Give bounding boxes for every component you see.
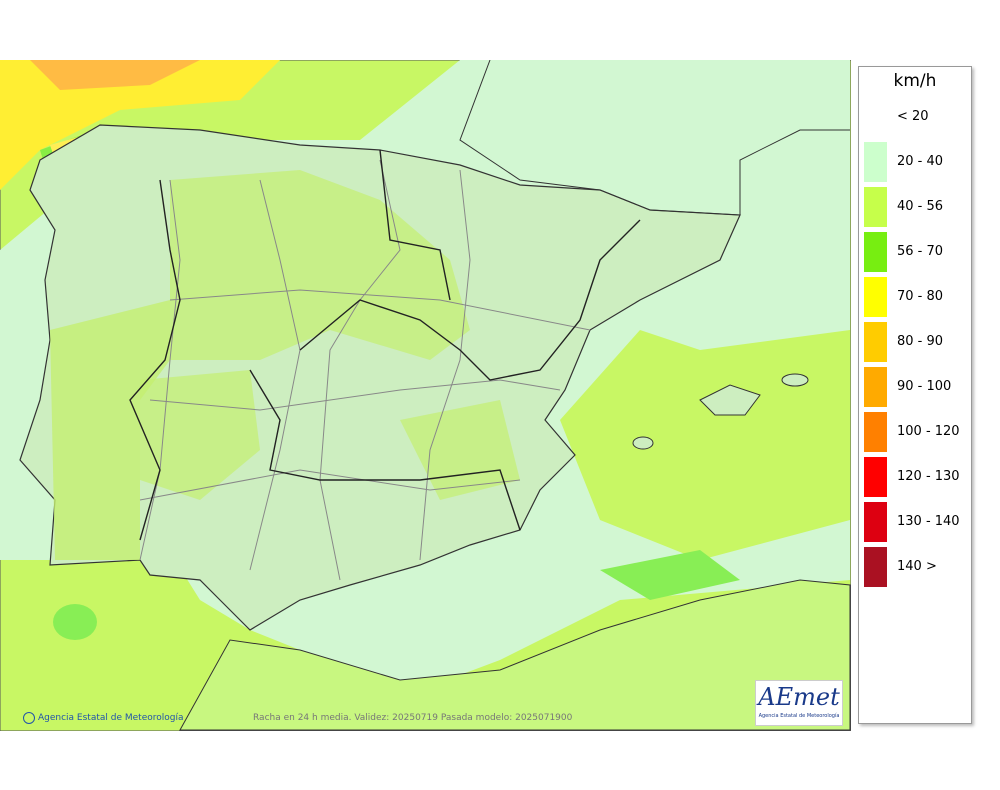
menorca xyxy=(781,373,809,387)
legend-label: 120 - 130 xyxy=(897,469,960,484)
mallorca xyxy=(699,384,761,416)
moderate-wind-area xyxy=(53,604,97,640)
copyright-icon xyxy=(23,712,35,724)
footer-agency: Agencia Estatal de Meteorología xyxy=(38,713,184,723)
border xyxy=(249,369,521,531)
legend-label: 140 > xyxy=(897,559,937,574)
legend: km/h < 20 20 - 40 40 - 56 56 - 70 70 - 80 80 … xyxy=(858,66,972,724)
wind-area xyxy=(170,170,470,360)
moderate-wind-area xyxy=(600,550,740,600)
border xyxy=(379,149,451,301)
legend-swatch xyxy=(864,232,887,272)
legend-label: < 20 xyxy=(897,109,929,124)
legend-item: 40 - 56 xyxy=(859,187,969,227)
border xyxy=(319,159,401,581)
legend-swatch xyxy=(864,142,887,182)
legend-swatch xyxy=(864,502,887,542)
border xyxy=(149,379,561,411)
legend-label: 90 - 100 xyxy=(897,379,952,394)
legend-item: 56 - 70 xyxy=(859,232,969,272)
legend-label: 56 - 70 xyxy=(897,244,944,259)
legend-item: 140 > xyxy=(859,547,969,587)
legend-swatch xyxy=(864,412,887,452)
legend-swatch xyxy=(864,367,887,407)
border xyxy=(129,179,181,541)
legend-swatch xyxy=(864,322,887,362)
legend-swatch xyxy=(864,547,887,587)
wind-area xyxy=(400,400,520,500)
legend-label: 70 - 80 xyxy=(897,289,944,304)
border xyxy=(139,179,181,561)
legend-title: km/h xyxy=(893,71,937,91)
legend-label: 40 - 56 xyxy=(897,199,944,214)
logo: AEmet Agencia Estatal de Meteorología xyxy=(755,680,843,726)
stronger-wind-area xyxy=(30,60,200,90)
legend-swatch xyxy=(864,457,887,497)
region-borders xyxy=(129,149,641,541)
legend-item: 70 - 80 xyxy=(859,277,969,317)
north-africa xyxy=(179,579,851,731)
map xyxy=(0,60,851,731)
legend-item: 20 - 40 xyxy=(859,142,969,182)
logo-name: AEmet xyxy=(758,683,840,711)
legend-label: 20 - 40 xyxy=(897,154,944,169)
legend-label: 130 - 140 xyxy=(897,514,960,529)
legend-swatch xyxy=(864,277,887,317)
border xyxy=(169,289,591,331)
legend-item: 130 - 140 xyxy=(859,502,969,542)
legend-item: 100 - 120 xyxy=(859,412,969,452)
france-coast xyxy=(459,60,850,216)
logo-subtitle: Agencia Estatal de Meteorología xyxy=(758,713,840,719)
ibiza xyxy=(632,436,654,450)
legend-item: 80 - 90 xyxy=(859,322,969,362)
legend-item: < 20 xyxy=(859,97,969,137)
legend-label: 80 - 90 xyxy=(897,334,944,349)
border xyxy=(419,169,471,561)
footer-info: Racha en 24 h media. Validez: 20250719 P… xyxy=(253,713,573,723)
legend-label: 100 - 120 xyxy=(897,424,960,439)
legend-item: 120 - 130 xyxy=(859,457,969,497)
legend-swatch xyxy=(864,187,887,227)
strong-wind-area xyxy=(0,60,280,190)
wind-area xyxy=(50,300,170,560)
legend-item: 90 - 100 xyxy=(859,367,969,407)
border xyxy=(299,219,641,381)
wind-area xyxy=(140,370,260,500)
